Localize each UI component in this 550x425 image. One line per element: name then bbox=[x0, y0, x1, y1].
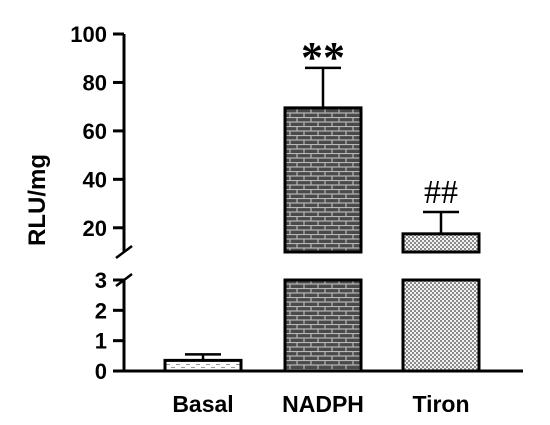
bar-basal bbox=[163, 358, 243, 373]
bar-tiron-lower bbox=[401, 278, 481, 373]
x-category-labels: Basal NADPH Tiron bbox=[172, 391, 469, 417]
significance-label: ## bbox=[424, 174, 458, 211]
y-axis-title: RLU/mg bbox=[24, 154, 51, 246]
y-tick-label: 20 bbox=[83, 216, 107, 241]
bar-tiron-upper bbox=[401, 232, 481, 254]
significance-label: ** bbox=[301, 33, 345, 82]
category-label: NADPH bbox=[282, 391, 364, 417]
bar-nadph-lower bbox=[283, 278, 363, 373]
y-tick-label: 0 bbox=[95, 359, 107, 384]
significance-annotations: ** ## bbox=[301, 33, 458, 211]
y-tick-labels: 20 40 60 80 100 0 1 2 3 bbox=[70, 22, 107, 384]
bar-nadph-upper bbox=[283, 106, 363, 254]
y-tick-label: 1 bbox=[95, 329, 107, 354]
y-tick-label: 40 bbox=[83, 167, 107, 192]
y-tick-label: 3 bbox=[95, 268, 107, 293]
bars bbox=[163, 66, 481, 373]
y-tick-label: 60 bbox=[83, 119, 107, 144]
y-tick-label: 80 bbox=[83, 70, 107, 95]
y-tick-label: 2 bbox=[95, 298, 107, 323]
axis-break-mark bbox=[115, 245, 133, 259]
category-label: Tiron bbox=[412, 391, 469, 417]
y-tick-label: 100 bbox=[70, 22, 107, 47]
category-label: Basal bbox=[172, 391, 233, 417]
